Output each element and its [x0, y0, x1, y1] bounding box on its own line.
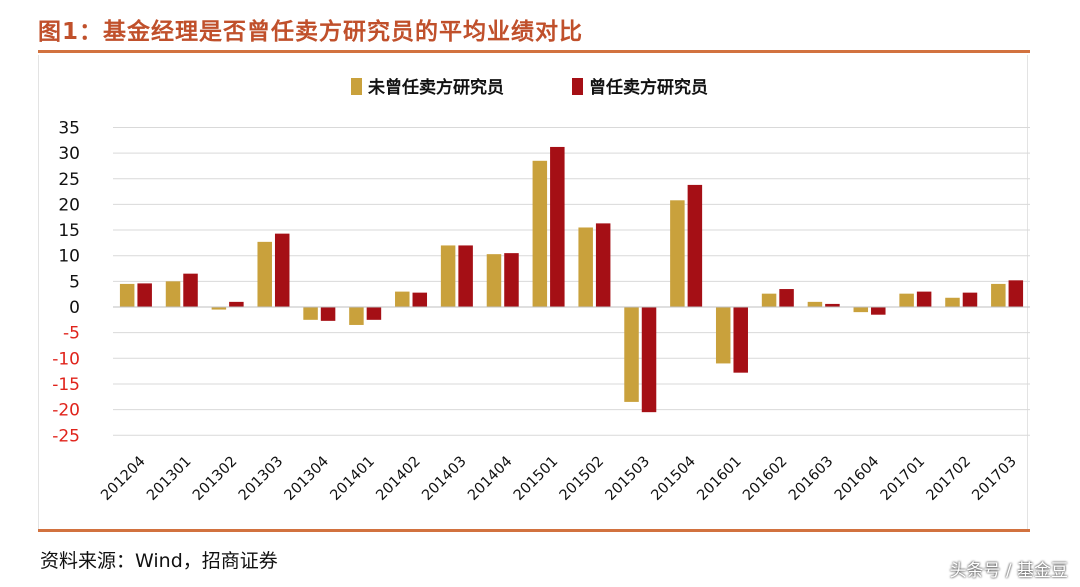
x-tick-label: 201303: [236, 454, 286, 504]
y-tick-label: -10: [52, 349, 80, 369]
bar-non-researcher: [670, 200, 685, 307]
bar-non-researcher: [349, 307, 364, 325]
y-tick-label: 15: [58, 221, 80, 241]
bar-ex-researcher: [229, 301, 244, 307]
x-tick-label: 201703: [969, 454, 1019, 504]
bar-ex-researcher: [962, 292, 978, 307]
title-rule: [38, 50, 1030, 53]
chart-frame: [38, 55, 1028, 529]
legend-label-ex-researcher: 曾任卖方研究员: [589, 77, 708, 98]
bar-ex-researcher: [320, 307, 336, 321]
bar-ex-researcher: [733, 307, 748, 373]
bar-ex-researcher: [641, 307, 657, 413]
legend: 未曾任卖方研究员 曾任卖方研究员: [351, 77, 708, 98]
bar-ex-researcher: [274, 233, 290, 307]
x-tick-label: 201504: [648, 454, 698, 504]
bar-ex-researcher: [550, 146, 565, 307]
bar-ex-researcher: [137, 283, 152, 307]
x-tick-label: 201603: [786, 454, 836, 504]
x-tick-label: 201502: [557, 454, 607, 504]
y-tick-label: -15: [52, 375, 80, 395]
y-axis: 35 30 25 20 15 10 5 0 -5 -10 -15 -20 -25: [52, 118, 80, 446]
y-tick-label: 20: [58, 195, 80, 215]
bars: [119, 146, 1024, 413]
x-tick-label: 201604: [832, 454, 882, 504]
x-tick-label: 201701: [878, 454, 928, 504]
x-tick-label: 201702: [924, 454, 974, 504]
bar-non-researcher: [853, 307, 869, 313]
bar-non-researcher: [715, 307, 731, 364]
bar-non-researcher: [303, 307, 318, 320]
bar-non-researcher: [761, 293, 777, 307]
y-tick-label: -20: [52, 401, 80, 421]
bar-ex-researcher: [779, 289, 794, 307]
bar-ex-researcher: [825, 303, 840, 307]
x-tick-label: 201204: [98, 454, 148, 504]
watermark: 头条号 / 基金豆: [949, 561, 1068, 581]
bar-non-researcher: [395, 291, 410, 307]
x-tick-label: 201404: [465, 454, 515, 504]
x-tick-label: 201503: [603, 454, 653, 504]
bar-non-researcher: [257, 241, 272, 307]
figure-title: 图1：基金经理是否曾任卖方研究员的平均业绩对比: [38, 19, 584, 45]
bar-non-researcher: [899, 293, 914, 307]
gridlines: [113, 126, 1030, 436]
y-tick-label: 10: [58, 247, 80, 267]
bar-ex-researcher: [916, 291, 932, 307]
bar-non-researcher: [991, 283, 1006, 307]
y-tick-label: 5: [69, 272, 80, 292]
x-tick-label: 201401: [328, 454, 378, 504]
bar-ex-researcher: [871, 307, 886, 315]
y-tick-label: 30: [58, 144, 80, 164]
legend-swatch-non-researcher: [351, 78, 362, 95]
bar-ex-researcher: [595, 223, 611, 307]
bar-non-researcher: [532, 160, 548, 307]
bar-non-researcher: [486, 254, 502, 307]
bar-non-researcher: [578, 227, 593, 307]
y-tick-label: -5: [63, 324, 80, 344]
bar-ex-researcher: [687, 184, 703, 307]
x-tick-label: 201602: [740, 454, 790, 504]
bar-ex-researcher: [412, 292, 428, 307]
bar-non-researcher: [624, 307, 639, 402]
x-tick-label: 201302: [190, 454, 240, 504]
bar-non-researcher: [440, 245, 456, 307]
legend-label-non-researcher: 未曾任卖方研究员: [367, 77, 504, 98]
bar-non-researcher: [807, 301, 823, 307]
x-tick-label: 201601: [694, 454, 744, 504]
bar-ex-researcher: [183, 273, 198, 307]
bar-ex-researcher: [504, 253, 519, 307]
y-tick-label: -25: [52, 426, 80, 446]
y-tick-label: 35: [58, 118, 80, 138]
bar-ex-researcher: [366, 307, 382, 320]
bar-non-researcher: [165, 281, 181, 307]
bar-non-researcher: [119, 283, 135, 307]
x-tick-label: 201304: [282, 454, 332, 504]
bottom-rule: [38, 529, 1030, 532]
legend-swatch-ex-researcher: [572, 78, 583, 95]
y-tick-label: 25: [58, 170, 80, 190]
bar-non-researcher: [211, 307, 227, 310]
x-tick-label: 201403: [419, 454, 469, 504]
x-axis: 2012042013012013022013032013042014012014…: [98, 306, 1030, 504]
y-tick-label: 0: [69, 298, 80, 318]
bar-non-researcher: [945, 297, 960, 307]
x-tick-label: 201301: [144, 454, 194, 504]
bar-ex-researcher: [458, 245, 473, 307]
source-note: 资料来源：Wind，招商证券: [40, 550, 278, 572]
bar-ex-researcher: [1008, 280, 1024, 307]
x-tick-label: 201501: [511, 454, 561, 504]
x-tick-label: 201402: [373, 454, 423, 504]
